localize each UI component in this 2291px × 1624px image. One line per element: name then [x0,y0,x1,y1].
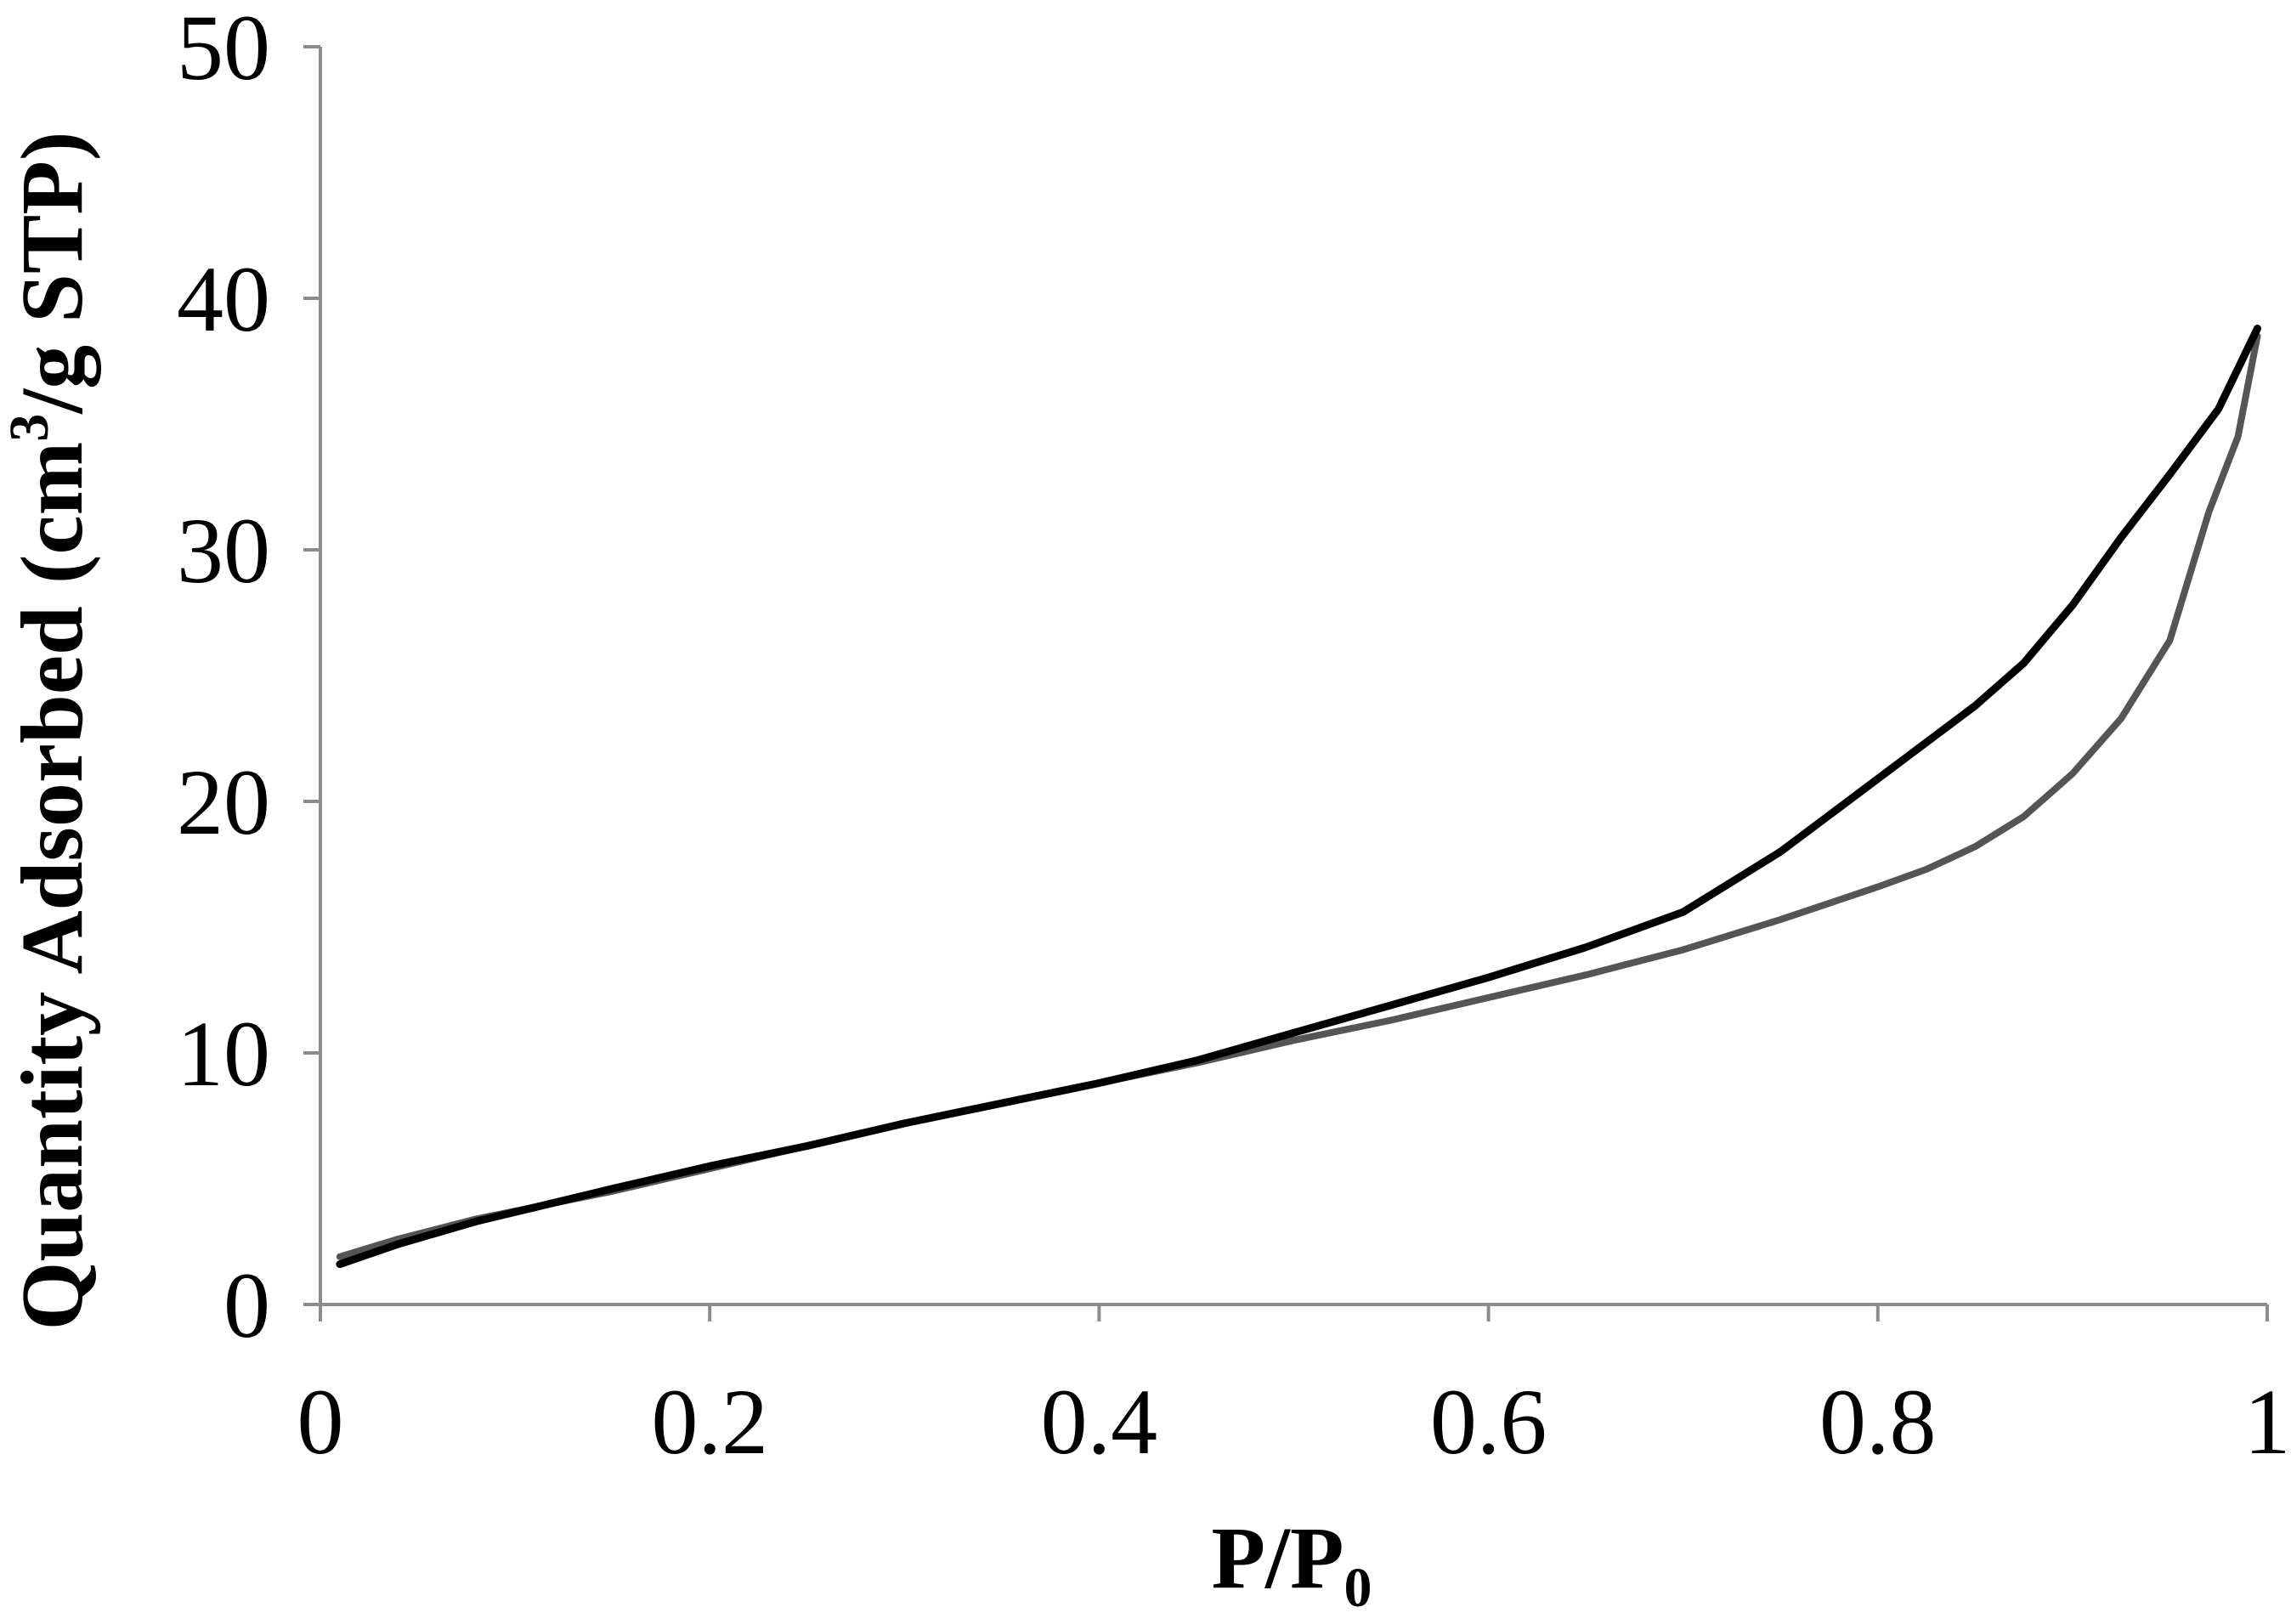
x-tick-label: 1 [2244,1370,2291,1474]
y-tick-label: 50 [177,0,270,99]
y-tick-label: 0 [223,1253,270,1357]
y-tick-label: 10 [177,1002,270,1106]
ticks: 0 10 20 30 40 50 0 0.2 0.4 0.6 0.8 1 [177,0,2291,1474]
x-tick-label: 0.6 [1430,1370,1547,1474]
y-axis-title: Quantity Adsorbed (cm3/g STP) [0,131,101,1330]
x-tick-label: 0.8 [1819,1370,1937,1474]
y-tick-label: 30 [177,499,270,603]
x-axis-title-subscript: 0 [1343,1557,1372,1619]
series [336,325,2261,1269]
x-axis-title: P/P0 [1212,1509,1372,1619]
y-axis-title-before: Quantity Adsorbed (cm [3,442,101,1331]
x-axis-title-main: P/P [1212,1509,1344,1607]
series-line-2 [336,325,2261,1269]
y-axis-title-after: /g STP) [3,131,101,415]
axes [319,47,2267,1306]
y-axis-title-superscript: 3 [0,414,60,442]
x-tick-label: 0 [297,1370,344,1474]
series-line-1 [336,332,2261,1260]
x-tick-label: 0.2 [651,1370,768,1474]
y-tick-label: 20 [177,750,270,854]
y-tick-label: 40 [177,247,270,351]
x-tick-label: 0.4 [1041,1370,1158,1474]
